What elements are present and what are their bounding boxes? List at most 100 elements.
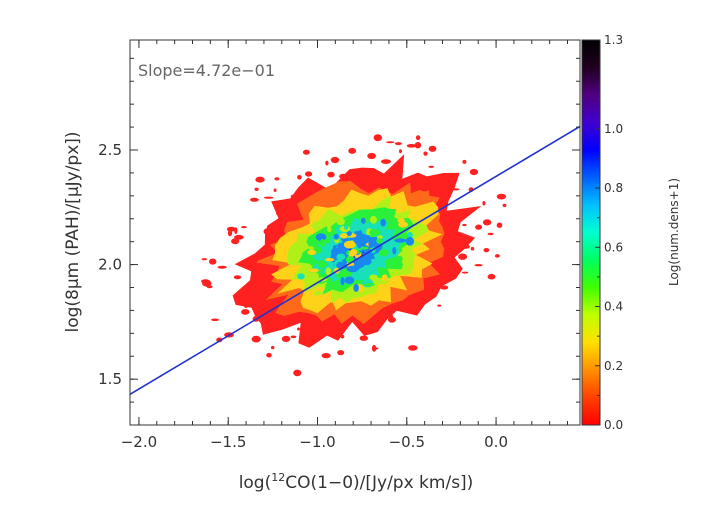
density-speck [371,344,377,352]
density-speck [276,212,282,216]
density-speck [302,149,310,155]
density-speck [469,168,478,176]
density-speck [387,314,394,319]
density-speck [373,134,382,142]
density-patch [398,221,408,228]
density-speck [263,196,274,199]
density-speck [487,273,496,280]
density-speck [461,271,469,274]
density-speck [325,160,329,166]
density-speck [280,217,285,221]
density-patch [336,217,345,226]
density-speck [263,228,274,235]
density-speck [444,193,452,199]
density-speck [290,335,297,339]
y-axis: 1.5 2.0 2.5 [98,57,580,426]
density-speck [470,246,475,251]
density-speck [450,262,456,268]
density-patch [336,253,346,261]
y-tick-label: 2.0 [98,256,122,274]
x-axis: −2.0 −1.5 −1.0 −0.5 0.0 [121,40,568,451]
density-speck [209,258,217,265]
density-speck [387,316,396,323]
density-speck [386,141,395,144]
density-patch [369,274,378,281]
density-patch [325,267,332,276]
density-patch [380,218,387,227]
density-speck [458,253,468,260]
density-speck [442,262,446,268]
density-speck [348,147,357,154]
x-axis-title-sup: 12 [271,471,285,484]
density-speck [440,285,449,290]
density-speck [416,300,423,305]
density-patch [376,238,383,244]
x-tick-label: −1.0 [299,433,335,451]
density-speck [474,264,483,267]
density-speck [414,142,422,149]
density-patch [392,247,397,255]
density-speck [438,270,445,273]
density-speck [339,173,348,180]
density-patch [405,237,415,246]
colorbar-ticks: 0.0 0.2 0.4 0.6 0.8 1.0 1.3 [595,33,623,432]
density-patch [370,215,377,224]
density-speck [483,248,490,253]
density-speck [227,229,233,237]
density-speck [202,280,212,287]
density-patch [346,265,359,273]
density-speck [305,171,313,177]
density-speck [255,176,265,183]
density-speck [321,353,331,359]
x-axis-title: log(12CO(1−0)/[Jy/px km/s]) [239,471,474,493]
density-patch [344,224,348,230]
density-speck [428,165,435,168]
density-patch [360,217,366,224]
density-speck [293,369,302,377]
density-speck [462,223,467,227]
x-axis-title-prefix: log( [239,473,272,493]
density-speck [252,260,258,263]
density-speck [231,238,240,245]
density-patch [317,260,327,269]
density-patch [308,246,314,251]
density-patch [361,257,372,266]
density-patch [406,231,413,239]
y-axis-title: log(8μm (PAH)/[μJy/px]) [63,131,83,332]
colorbar-tick-label: 1.3 [604,33,623,47]
y-tick-label: 1.5 [98,370,122,388]
density-patch [394,238,407,243]
density-speck [394,168,404,174]
density-patch [387,230,393,237]
density-patch [359,246,369,250]
density-speck [487,232,494,236]
density-patch [401,245,413,254]
density-speck [330,156,340,164]
density-patch [344,276,355,284]
density-speck [211,318,219,322]
density-speck [282,208,286,211]
x-tick-label: −1.5 [210,433,246,451]
y-tick-label: 2.5 [98,141,122,159]
density-speck [340,334,345,339]
density-patch [326,222,332,228]
density-patch [369,229,381,236]
x-axis-title-suffix: CO(1−0)/[Jy/px km/s]) [285,473,473,493]
density-speck [359,335,368,341]
colorbar-tick-label: 0.8 [604,181,623,195]
density-patch [340,277,345,286]
density-patch [335,273,347,278]
density-speck [241,309,250,315]
density-speck [435,192,440,195]
density-speck [367,152,376,160]
density-patch [397,255,403,263]
density-patch [314,286,325,292]
density-speck [428,145,437,152]
density-patch [378,249,389,257]
density-patch [319,239,326,248]
density-speck [406,144,417,148]
colorbar-tick-label: 0.6 [604,240,623,254]
x-tick-label: 0.0 [484,433,508,451]
density-patch [358,284,364,293]
density-patch [349,249,358,256]
